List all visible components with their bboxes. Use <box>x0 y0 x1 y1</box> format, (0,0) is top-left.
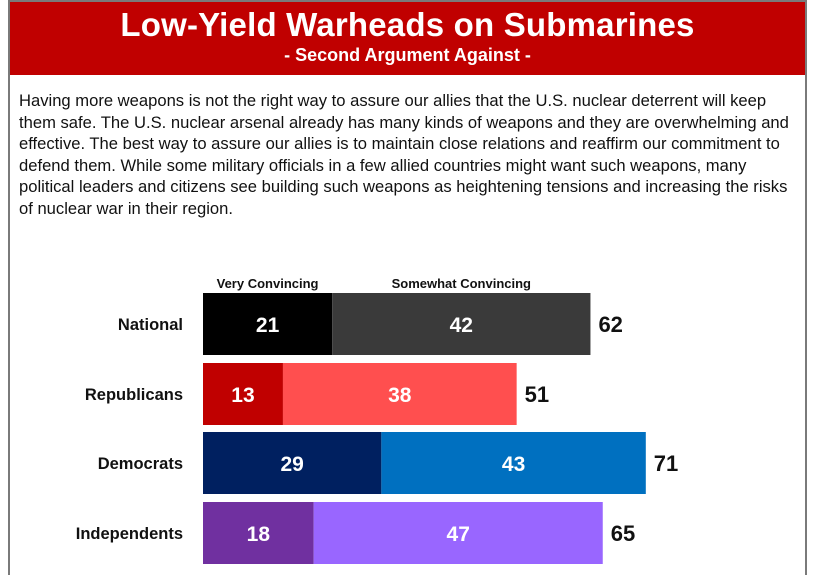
category-label-republicans: Republicans <box>85 386 183 404</box>
bar-democrats-very <box>203 432 382 494</box>
legend-label-very-convincing: Very Convincing <box>217 276 319 291</box>
category-label-national: National <box>118 316 183 334</box>
slide-subtitle: - Second Argument Against - <box>284 45 531 65</box>
bar-national-very <box>203 293 333 355</box>
value-label-independents-somewhat: 47 <box>447 523 470 546</box>
bar-independents-somewhat <box>313 502 603 564</box>
argument-text-block: Having more weapons is not the right way… <box>19 90 789 219</box>
value-label-republicans-somewhat: 38 <box>388 384 412 407</box>
value-label-republicans-very: 13 <box>231 384 254 407</box>
value-label-democrats-somewhat: 43 <box>502 453 525 476</box>
legend-label-somewhat-convincing: Somewhat Convincing <box>392 276 531 291</box>
total-label-democrats: 71 <box>654 451 678 476</box>
category-label-independents: Independents <box>76 525 183 543</box>
bar-republicans-somewhat <box>282 363 517 425</box>
value-label-independents-very: 18 <box>247 523 271 546</box>
bar-independents-very <box>203 502 314 564</box>
value-label-national-somewhat: 42 <box>450 314 473 337</box>
bar-democrats-somewhat <box>381 432 646 494</box>
total-label-independents: 65 <box>611 521 635 546</box>
argument-text: Having more weapons is not the right way… <box>19 91 789 218</box>
value-label-national-very: 21 <box>256 314 280 337</box>
total-label-republicans: 51 <box>525 382 549 407</box>
bar-national-somewhat <box>332 293 591 355</box>
total-label-national: 62 <box>598 312 622 337</box>
category-label-democrats: Democrats <box>98 455 183 473</box>
slide-title: Low-Yield Warheads on Submarines <box>120 6 695 43</box>
title-banner: Low-Yield Warheads on Submarines - Secon… <box>10 2 805 75</box>
value-label-democrats-very: 29 <box>280 453 303 476</box>
bar-republicans-very <box>203 363 283 425</box>
